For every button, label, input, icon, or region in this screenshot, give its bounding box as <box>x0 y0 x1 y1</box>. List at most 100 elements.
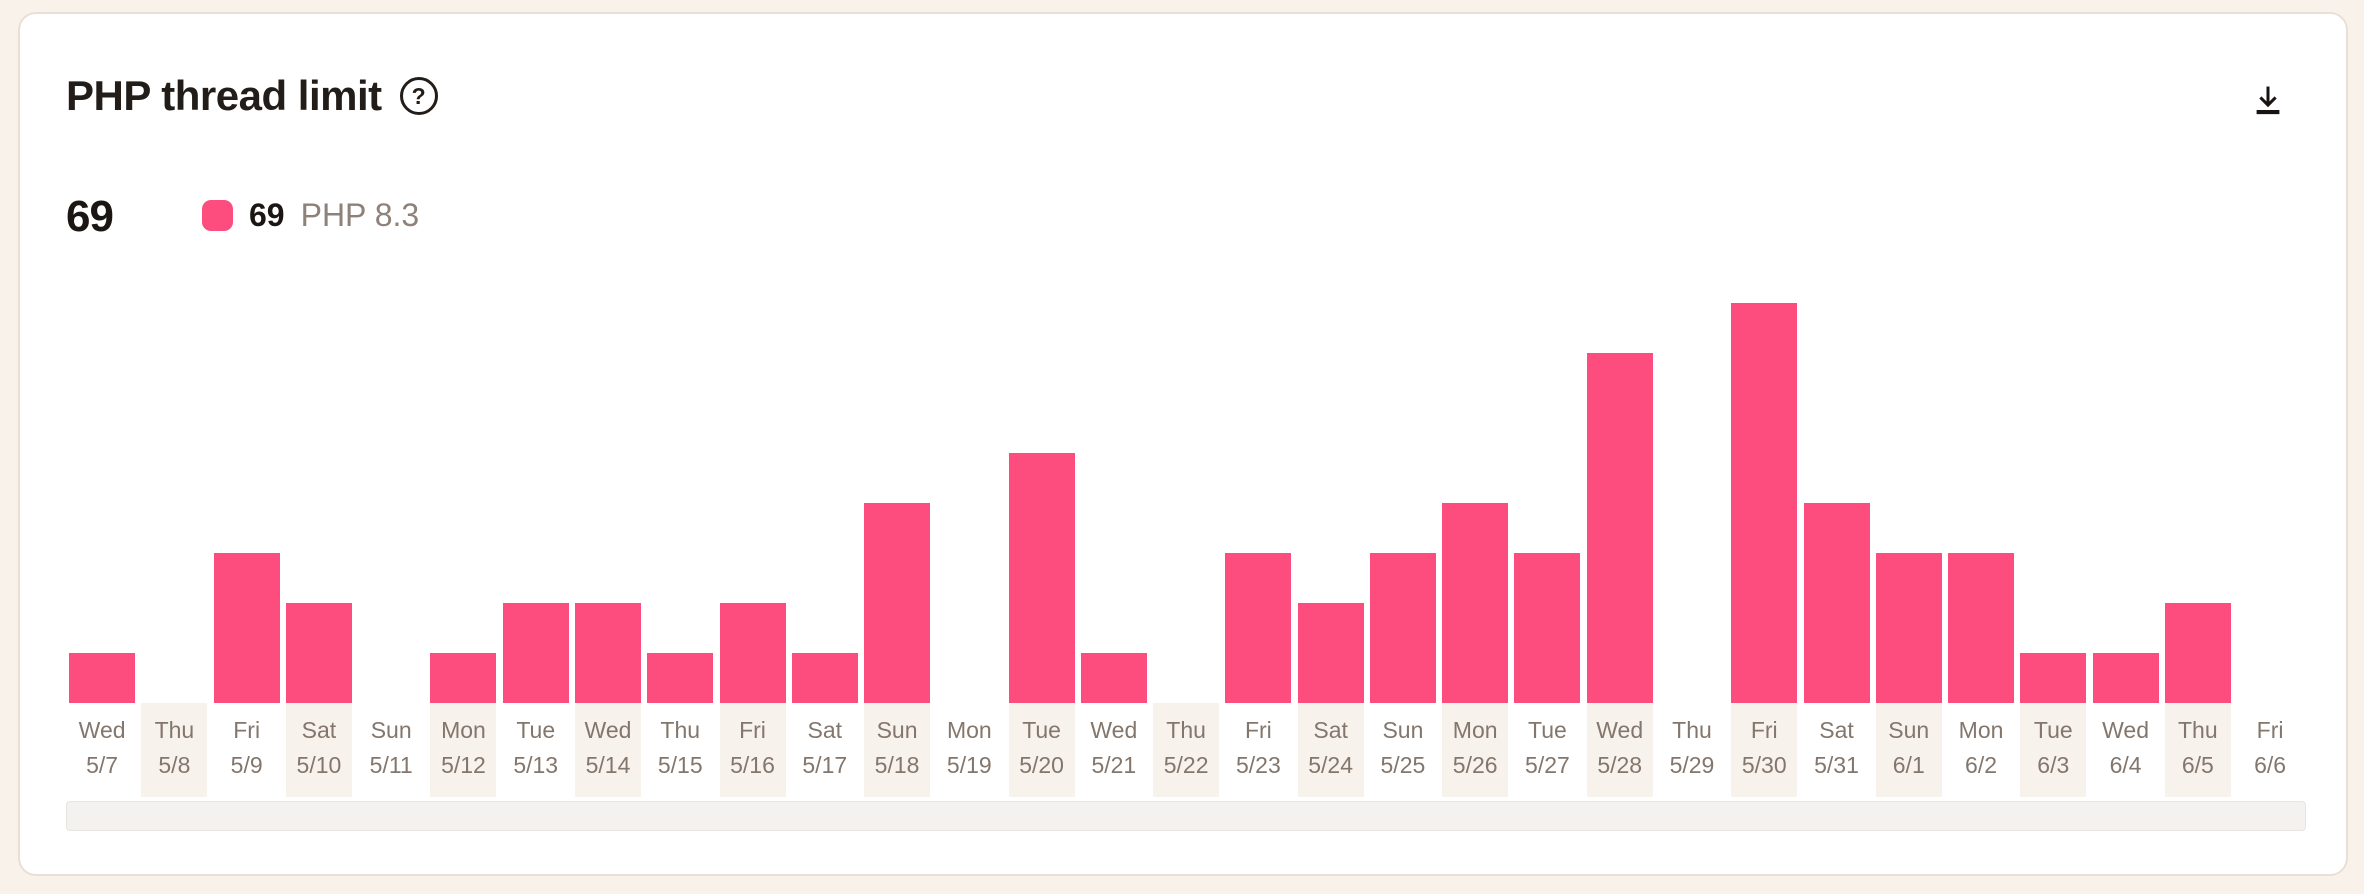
x-label-day: Wed <box>1090 717 1138 743</box>
x-label-date: 6/6 <box>2254 752 2287 778</box>
bar-column[interactable] <box>789 303 861 703</box>
bar-column[interactable] <box>1945 303 2017 703</box>
x-label-cell: Thu 6/5 <box>2162 703 2234 797</box>
bar-column[interactable] <box>1584 303 1656 703</box>
bar[interactable] <box>69 653 136 703</box>
bar[interactable] <box>1080 653 1147 703</box>
bar[interactable] <box>1369 553 1436 703</box>
bar-column[interactable] <box>211 303 283 703</box>
bar-column[interactable] <box>1873 303 1945 703</box>
bar[interactable] <box>430 653 497 703</box>
x-label-strip: Sat 5/10 <box>285 703 352 797</box>
bar-column[interactable] <box>1078 303 1150 703</box>
bar[interactable] <box>1586 353 1653 703</box>
bar[interactable] <box>647 653 714 703</box>
x-label-cell: Fri 5/30 <box>1728 703 1800 797</box>
x-label-day: Sat <box>807 717 843 743</box>
bar-column[interactable] <box>66 303 138 703</box>
bar-column[interactable] <box>2162 303 2234 703</box>
x-label-strip: Sat 5/24 <box>1297 703 1364 797</box>
bar[interactable] <box>1225 553 1292 703</box>
bar-column[interactable] <box>933 303 1005 703</box>
bar-column[interactable] <box>2089 303 2161 703</box>
bar-column[interactable] <box>1511 303 1583 703</box>
bar[interactable] <box>1803 503 1870 703</box>
bar[interactable] <box>2092 653 2159 703</box>
bar[interactable] <box>864 503 931 703</box>
x-label-cell: Fri 5/16 <box>716 703 788 797</box>
bar[interactable] <box>791 653 858 703</box>
x-label-cell: Thu 5/15 <box>644 703 716 797</box>
bar[interactable] <box>1948 553 2015 703</box>
legend: 69 PHP 8.3 <box>202 197 419 234</box>
bar-column[interactable] <box>138 303 210 703</box>
bar-column[interactable] <box>1295 303 1367 703</box>
x-label-day: Thu <box>1166 717 1206 743</box>
bar-column[interactable] <box>1800 303 1872 703</box>
x-label-strip: Thu 5/15 <box>647 703 713 797</box>
bar[interactable] <box>1008 453 1075 703</box>
bar[interactable] <box>2164 603 2231 703</box>
bar-column[interactable] <box>500 303 572 703</box>
bar[interactable] <box>1442 503 1509 703</box>
x-label-day: Mon <box>1452 717 1498 743</box>
x-label-strip: Thu 5/22 <box>1153 703 1220 797</box>
bar-column[interactable] <box>1439 303 1511 703</box>
bar[interactable] <box>502 603 569 703</box>
bar[interactable] <box>1297 603 1364 703</box>
x-label-strip: Mon 6/2 <box>1948 703 2014 797</box>
help-icon[interactable]: ? <box>399 77 438 115</box>
x-label-date: 5/13 <box>513 752 559 778</box>
bar-column[interactable] <box>1222 303 1294 703</box>
horizontal-scrollbar[interactable] <box>66 801 2306 831</box>
bar[interactable] <box>574 603 641 703</box>
x-label-cell: Mon 5/12 <box>427 703 499 797</box>
bar-column[interactable] <box>1005 303 1077 703</box>
x-label-date: 5/27 <box>1525 752 1570 778</box>
x-label-strip: Sun 5/11 <box>358 703 424 797</box>
bar-column[interactable] <box>572 303 644 703</box>
bar-column[interactable] <box>2234 303 2306 703</box>
x-label-date: 5/19 <box>946 752 992 778</box>
x-label-cell: Wed 5/21 <box>1078 703 1150 797</box>
x-label-day: Fri <box>1244 717 1272 743</box>
x-label-day: Tue <box>1528 717 1567 743</box>
x-label-cell: Mon 5/26 <box>1439 703 1511 797</box>
x-label-strip: Fri 5/16 <box>719 703 786 797</box>
bar-column[interactable] <box>355 303 427 703</box>
bar-column[interactable] <box>861 303 933 703</box>
bar-column[interactable] <box>1656 303 1728 703</box>
bar[interactable] <box>2020 653 2087 703</box>
download-icon <box>2256 86 2280 115</box>
download-button[interactable] <box>2246 78 2290 122</box>
bar[interactable] <box>1875 553 1942 703</box>
bar-column[interactable] <box>716 303 788 703</box>
x-label-cell: Wed 5/28 <box>1584 703 1656 797</box>
x-label-date: 5/22 <box>1163 752 1209 778</box>
bar[interactable] <box>1514 553 1581 703</box>
x-label-strip: Tue 6/3 <box>2020 703 2087 797</box>
bar-column[interactable] <box>1367 303 1439 703</box>
x-label-date: 5/29 <box>1669 752 1715 778</box>
bar-column[interactable] <box>2017 303 2089 703</box>
x-label-day: Tue <box>1022 717 1061 743</box>
bar-column[interactable] <box>1150 303 1222 703</box>
x-label-day: Wed <box>584 717 632 743</box>
x-label-cell: Sat 5/10 <box>283 703 355 797</box>
bar-column[interactable] <box>283 303 355 703</box>
bar-column[interactable] <box>644 303 716 703</box>
x-label-day: Wed <box>1596 717 1644 743</box>
x-label-date: 5/26 <box>1452 752 1498 778</box>
x-label-date: 5/31 <box>1814 752 1859 778</box>
x-label-strip: Wed 5/7 <box>69 703 135 797</box>
chart-plot-area <box>66 303 2306 703</box>
bar[interactable] <box>285 603 352 703</box>
x-label-date: 5/28 <box>1597 752 1643 778</box>
x-label-date: 5/12 <box>441 752 486 778</box>
bar-column[interactable] <box>427 303 499 703</box>
bar[interactable] <box>213 553 280 703</box>
bar[interactable] <box>1731 303 1798 703</box>
bar[interactable] <box>719 603 786 703</box>
bar-column[interactable] <box>1728 303 1800 703</box>
legend-series-label: PHP 8.3 <box>300 197 420 233</box>
